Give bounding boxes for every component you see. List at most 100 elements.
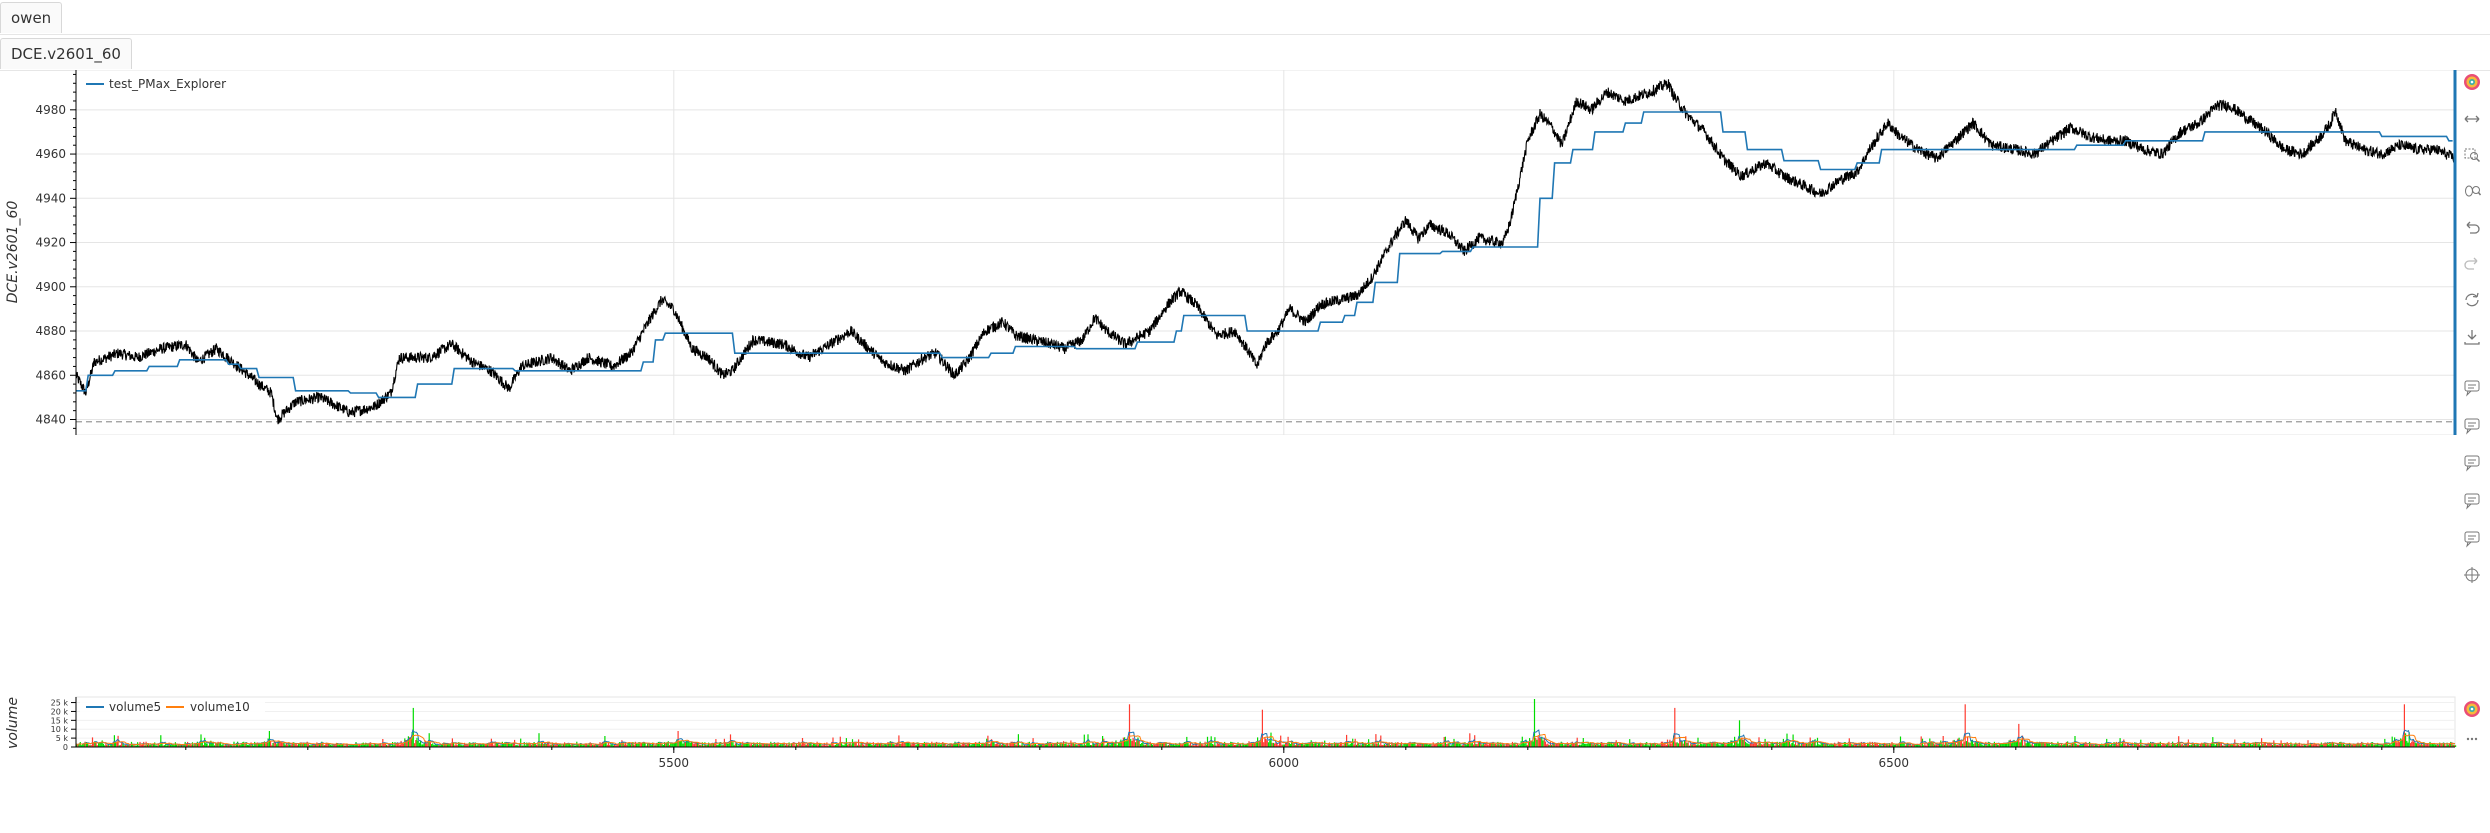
more-icon[interactable]: [2458, 728, 2486, 750]
hover-icon[interactable]: [2458, 527, 2486, 549]
hover-icon[interactable]: [2458, 376, 2486, 398]
volume-bar: [842, 744, 844, 747]
volume-bar: [1936, 744, 1938, 747]
reset-icon[interactable]: [2458, 289, 2486, 311]
volume-bar: [988, 744, 990, 747]
volume-bar: [1494, 744, 1497, 747]
volume-bar: [2203, 742, 2205, 747]
volume-bar: [360, 745, 362, 747]
volume-bar: [478, 744, 480, 747]
volume-bar: [1655, 744, 1658, 747]
volume-bar: [2334, 744, 2336, 747]
volume-bar: [1688, 745, 1690, 747]
volume-bar: [653, 742, 655, 747]
volume-bar: [2413, 741, 2415, 747]
volume-bar: [1813, 742, 1815, 747]
volume-bar: [464, 742, 466, 747]
volume-bar: [1183, 742, 1185, 747]
volume-bar: [167, 744, 169, 747]
volume-bar: [1834, 742, 1836, 747]
volume-bar: [455, 743, 457, 747]
undo-icon[interactable]: [2458, 216, 2486, 238]
volume-bar: [1663, 744, 1665, 747]
bokeh-logo-icon[interactable]: [2458, 71, 2486, 93]
volume-bar: [2046, 742, 2048, 747]
volume-bar: [1104, 745, 1106, 747]
volume-bar: [782, 742, 784, 747]
volume-bar: [942, 742, 944, 747]
volume-bar: [2014, 741, 2016, 747]
volume-bar: [743, 743, 745, 747]
volume-bar: [460, 744, 462, 747]
volume-bar: [323, 745, 325, 747]
volume-chart[interactable]: 25 k20 k15 k10 k5 k0 5500 6000 6500 volume…: [0, 695, 2490, 775]
volume-bar: [733, 745, 735, 747]
volume-bar: [2136, 743, 2138, 747]
volume-bar: [1874, 742, 1876, 747]
volume-bar: [1138, 741, 1140, 747]
volume-bar: [107, 744, 109, 747]
volume-bar: [836, 743, 838, 747]
tab-owen[interactable]: owen: [0, 2, 63, 33]
volume-bar: [620, 742, 622, 747]
volume-bar: [1514, 742, 1516, 747]
volume-bar: [1220, 744, 1222, 747]
volume-bar: [1787, 741, 1789, 747]
save-icon[interactable]: [2458, 326, 2486, 348]
volume-bar: [1757, 744, 1759, 747]
volume-bar: [1379, 744, 1381, 747]
volume-bar: [1665, 744, 1667, 747]
volume-bar: [210, 740, 212, 747]
tab-dce-v2601-60[interactable]: DCE.v2601_60: [0, 38, 132, 69]
volume-bar: [578, 744, 580, 747]
hover-icon[interactable]: [2458, 451, 2486, 473]
bokeh-logo-icon[interactable]: [2458, 698, 2486, 720]
volume-bar: [389, 744, 391, 747]
volume-bar: [1322, 745, 1324, 747]
volume-bar: [1246, 744, 1248, 747]
volume-bar: [2017, 739, 2019, 747]
volume-bar: [2408, 732, 2410, 747]
volume-bar: [1431, 745, 1433, 747]
redo-icon[interactable]: [2458, 252, 2486, 274]
volume-bar: [327, 743, 329, 747]
volume-bar: [760, 744, 762, 747]
volume-bar: [2345, 745, 2347, 747]
volume-bar: [2191, 742, 2193, 747]
volume-bar: [1531, 741, 1533, 747]
volume-bar: [340, 743, 342, 747]
volume-bar: [270, 741, 272, 747]
volume-bar: [1325, 744, 1327, 747]
pan-icon[interactable]: [2458, 108, 2486, 130]
volume-bar: [470, 742, 472, 747]
volume-bar: [1596, 742, 1598, 747]
hover-icon[interactable]: [2458, 489, 2486, 511]
volume-bar: [2294, 743, 2296, 747]
hover-icon[interactable]: [2458, 414, 2486, 436]
volume-bar: [2253, 742, 2255, 747]
volume-bar: [189, 744, 191, 747]
volume-bar: [1011, 741, 1013, 747]
volume-bar: [738, 744, 740, 747]
volume-bar: [1221, 744, 1223, 747]
volume-bar: [1347, 742, 1349, 747]
volume-bar: [442, 743, 444, 747]
volume-bar: [594, 744, 596, 747]
volume-bar: [681, 740, 683, 747]
box-zoom-icon[interactable]: [2458, 144, 2486, 166]
volume-bar: [828, 744, 830, 747]
volume-bar: [1180, 743, 1182, 747]
volume-bar: [695, 742, 697, 747]
volume-bar: [1847, 743, 1849, 747]
volume-bar: [1768, 743, 1770, 747]
volume-bar: [698, 742, 700, 747]
wheel-zoom-icon[interactable]: [2458, 180, 2486, 202]
crosshair-icon[interactable]: [2458, 564, 2486, 586]
volume-bar: [805, 744, 807, 747]
volume-bar: [2362, 742, 2364, 747]
volume-bar: [1819, 744, 1821, 747]
volume-bar: [423, 742, 425, 747]
volume-bar: [1004, 745, 1006, 747]
volume-bar: [548, 741, 550, 747]
